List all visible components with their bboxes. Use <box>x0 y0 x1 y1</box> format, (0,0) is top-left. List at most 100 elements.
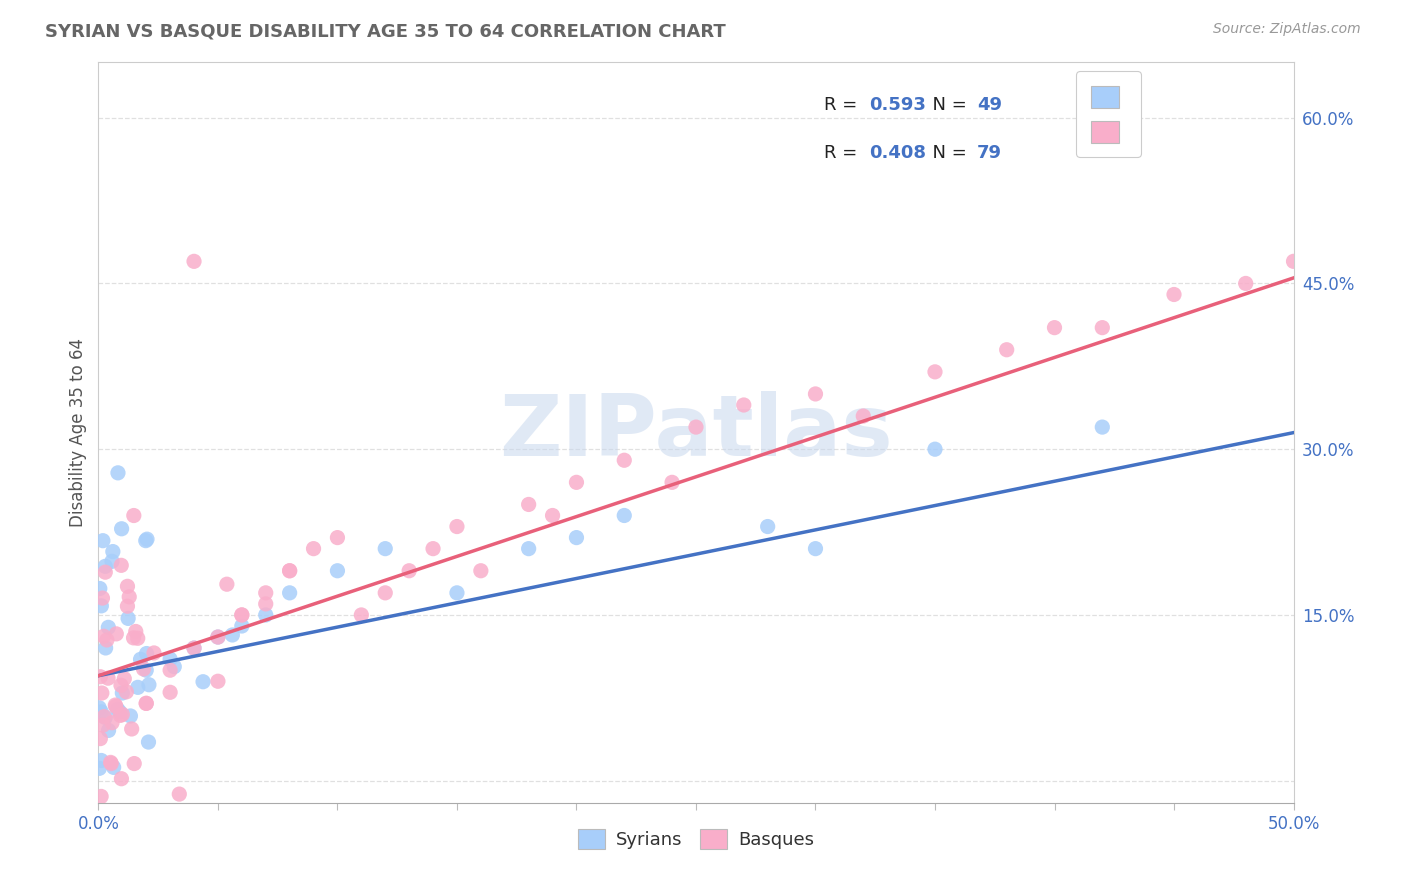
Point <box>89 670 111 684</box>
Point <box>1043 320 1066 334</box>
Point <box>138 678 160 692</box>
Point <box>132 662 155 676</box>
Point <box>613 508 636 523</box>
Point <box>163 659 186 673</box>
Point <box>278 564 301 578</box>
Point <box>135 663 157 677</box>
Point <box>94 640 117 655</box>
Point <box>169 787 191 801</box>
Point <box>100 756 122 770</box>
Point <box>110 522 132 536</box>
Point <box>446 586 468 600</box>
Point <box>90 686 112 700</box>
Point <box>101 715 124 730</box>
Point <box>107 466 129 480</box>
Point <box>852 409 875 423</box>
Legend: Syrians, Basques: Syrians, Basques <box>571 822 821 856</box>
Point <box>127 632 149 646</box>
Point <box>517 498 540 512</box>
Point <box>135 533 157 548</box>
Point <box>470 564 492 578</box>
Point <box>94 565 117 579</box>
Point <box>94 710 117 724</box>
Point <box>122 508 145 523</box>
Point <box>159 685 181 699</box>
Point <box>100 756 122 771</box>
Point <box>97 620 120 634</box>
Point <box>91 533 114 548</box>
Point <box>143 646 166 660</box>
Point <box>374 541 396 556</box>
Point <box>422 541 444 556</box>
Point <box>1091 420 1114 434</box>
Point <box>374 586 396 600</box>
Point <box>97 723 120 738</box>
Point <box>517 541 540 556</box>
Point <box>191 674 214 689</box>
Point <box>207 630 229 644</box>
Point <box>1282 254 1305 268</box>
Point <box>565 475 588 490</box>
Point <box>90 754 112 768</box>
Point <box>183 641 205 656</box>
Point <box>254 597 277 611</box>
Point <box>804 541 827 556</box>
Point <box>924 442 946 457</box>
Point <box>112 857 135 871</box>
Point <box>207 674 229 689</box>
Point <box>541 508 564 523</box>
Text: 49: 49 <box>977 95 1002 114</box>
Point <box>104 699 127 714</box>
Point <box>278 586 301 600</box>
Point <box>110 772 132 786</box>
Point <box>207 630 229 644</box>
Point <box>111 707 134 722</box>
Point <box>111 686 134 700</box>
Point <box>1091 320 1114 334</box>
Point <box>105 627 128 641</box>
Point <box>90 705 112 719</box>
Point <box>804 387 827 401</box>
Text: N =: N = <box>921 95 972 114</box>
Point <box>91 591 114 606</box>
Point <box>107 809 129 823</box>
Point <box>121 722 143 736</box>
Point <box>1163 287 1185 301</box>
Point <box>231 607 253 622</box>
Point <box>995 343 1018 357</box>
Point <box>89 731 111 746</box>
Point <box>89 582 111 596</box>
Point <box>326 564 349 578</box>
Point <box>118 590 141 604</box>
Point <box>89 701 111 715</box>
Point <box>120 709 142 723</box>
Point <box>90 789 112 804</box>
Point <box>110 558 132 573</box>
Point <box>661 475 683 490</box>
Point <box>138 735 160 749</box>
Point <box>231 607 253 622</box>
Point <box>122 756 145 771</box>
Point <box>254 586 277 600</box>
Point <box>117 599 139 614</box>
Point <box>96 632 118 647</box>
Point <box>135 697 157 711</box>
Point <box>91 718 114 732</box>
Point <box>94 804 117 818</box>
Point <box>613 453 636 467</box>
Point <box>685 420 707 434</box>
Point <box>221 628 243 642</box>
Point <box>93 709 115 723</box>
Point <box>125 624 148 639</box>
Point <box>159 663 181 677</box>
Point <box>117 611 139 625</box>
Text: R =: R = <box>824 144 863 161</box>
Point <box>129 652 152 666</box>
Point <box>89 761 111 775</box>
Point <box>278 564 301 578</box>
Point <box>122 631 145 645</box>
Point <box>159 652 181 666</box>
Point <box>108 705 131 719</box>
Point <box>756 519 779 533</box>
Point <box>103 760 125 774</box>
